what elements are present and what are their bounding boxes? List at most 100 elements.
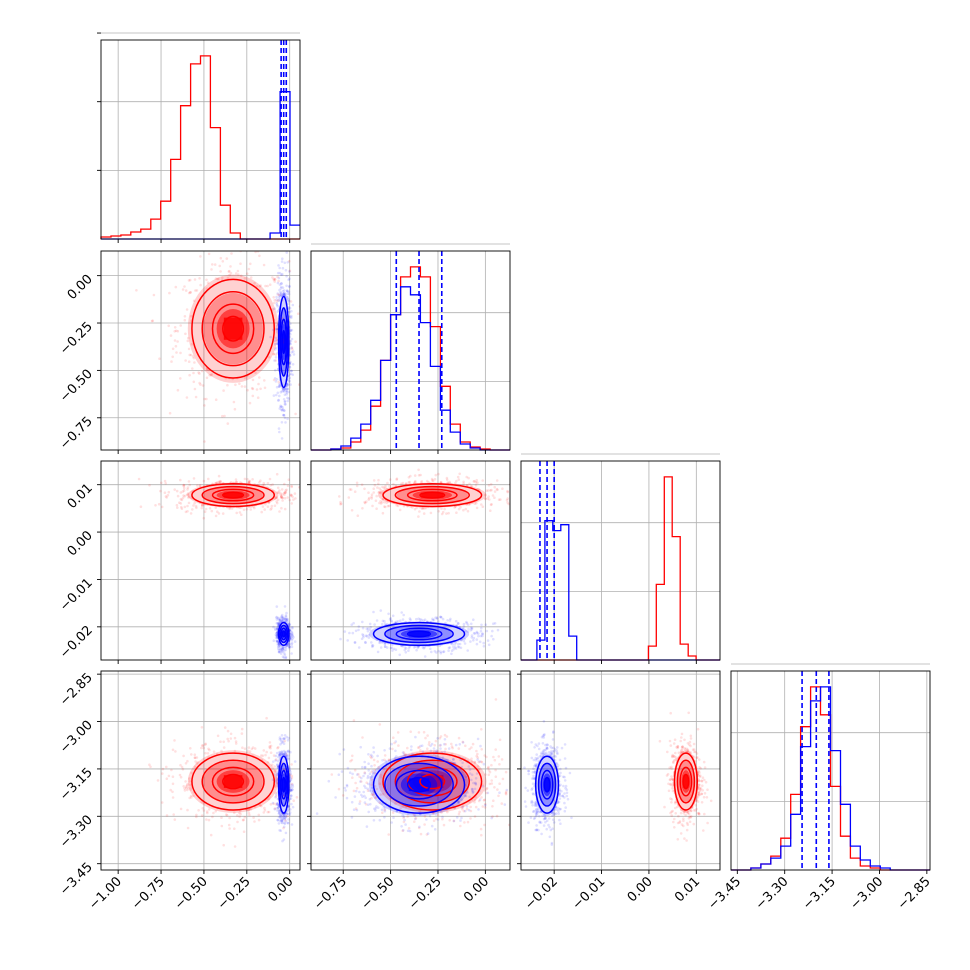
sample-point <box>301 747 304 750</box>
sample-point <box>247 480 251 484</box>
sample-point <box>195 506 198 510</box>
sample-point <box>189 291 192 294</box>
sample-point <box>279 493 283 497</box>
sample-point <box>410 745 413 748</box>
sample-point <box>554 812 558 815</box>
sample-point <box>376 760 380 763</box>
sample-point <box>697 792 700 795</box>
sample-point <box>563 796 566 799</box>
sample-point <box>396 504 400 508</box>
sample-point <box>364 641 367 644</box>
sample-point <box>539 755 543 758</box>
sample-point <box>427 481 430 484</box>
sample-point <box>379 499 382 503</box>
sample-point <box>361 620 364 624</box>
sample-point <box>193 765 197 768</box>
sample-point <box>271 276 274 279</box>
sample-point <box>185 784 189 787</box>
sample-point <box>282 838 286 841</box>
sample-point <box>413 507 417 511</box>
sample-point <box>288 285 291 289</box>
sample-point <box>490 488 493 492</box>
sample-point <box>482 799 486 802</box>
sample-point <box>404 647 408 650</box>
x-tick-label: −3.00 <box>848 874 887 913</box>
sample-point <box>704 780 708 784</box>
sample-point <box>381 641 384 644</box>
sample-point <box>666 772 670 776</box>
sample-point <box>421 507 424 511</box>
sample-point <box>288 768 292 771</box>
sample-point <box>278 382 281 386</box>
sample-point <box>477 632 480 635</box>
sample-point <box>477 808 480 811</box>
sample-point <box>673 759 676 762</box>
sample-point <box>281 817 285 820</box>
sample-point <box>439 651 443 655</box>
sample-point <box>275 631 279 635</box>
sample-point <box>475 478 479 482</box>
sample-point <box>201 807 204 810</box>
sample-point <box>368 628 372 631</box>
sample-point <box>291 788 294 791</box>
sample-point <box>700 792 704 796</box>
sample-point <box>278 644 281 647</box>
sample-point <box>534 763 537 766</box>
sample-point <box>532 758 536 762</box>
sample-point <box>283 493 286 497</box>
sample-point <box>401 751 405 754</box>
sample-point <box>674 812 677 815</box>
sample-point <box>409 618 412 622</box>
sample-point <box>193 756 197 759</box>
panel-frame <box>100 670 301 871</box>
sample-point <box>226 383 229 387</box>
sample-point <box>291 495 294 499</box>
sample-point <box>358 800 362 803</box>
sample-point <box>276 627 279 631</box>
sample-point <box>392 736 395 739</box>
sample-point <box>174 344 178 348</box>
sample-point <box>287 643 291 646</box>
sample-point <box>406 746 409 750</box>
sample-point <box>280 421 284 424</box>
sample-point <box>671 784 674 787</box>
sample-point <box>537 747 541 751</box>
sample-point <box>407 476 411 479</box>
sample-point <box>259 804 262 807</box>
sample-point <box>187 336 190 340</box>
sample-point <box>276 766 280 769</box>
sample-point <box>370 756 373 760</box>
sample-point <box>696 793 699 797</box>
sample-point <box>682 817 685 820</box>
sample-point <box>361 633 364 636</box>
sample-point <box>201 384 205 387</box>
x-tick-label: −0.02 <box>522 874 561 913</box>
sample-point <box>698 771 701 774</box>
sample-point <box>281 646 285 649</box>
sample-point <box>353 641 357 644</box>
sample-point <box>263 483 266 487</box>
sample-point <box>331 779 334 782</box>
sample-point <box>195 815 198 819</box>
sample-point <box>158 357 161 361</box>
sample-point <box>474 783 478 786</box>
sample-point <box>698 789 702 793</box>
sample-point <box>411 506 414 509</box>
sample-point <box>370 796 373 800</box>
sample-point <box>226 729 230 733</box>
sample-point <box>279 647 283 651</box>
sample-point <box>277 399 280 402</box>
sample-point <box>229 737 233 740</box>
sample-point <box>683 738 686 742</box>
sample-point <box>202 516 206 520</box>
sample-point <box>425 818 428 821</box>
sample-point <box>277 650 281 654</box>
sample-point <box>361 736 364 739</box>
sample-point <box>371 644 375 647</box>
sample-point <box>281 646 284 649</box>
sample-point <box>179 497 183 501</box>
sample-point <box>670 765 673 769</box>
sample-point <box>395 478 399 481</box>
sample-point <box>414 817 417 821</box>
sample-point <box>434 473 438 477</box>
